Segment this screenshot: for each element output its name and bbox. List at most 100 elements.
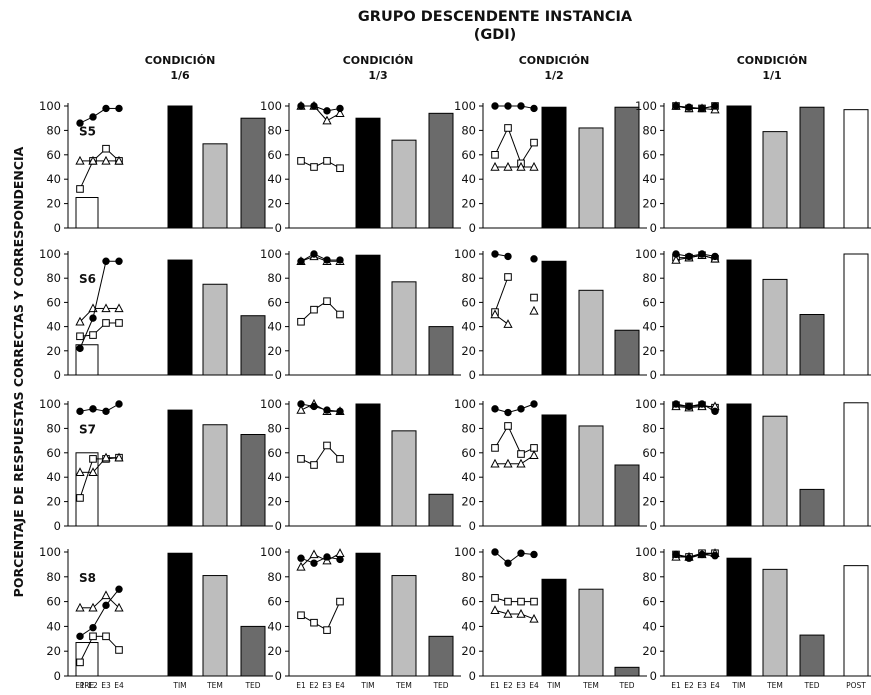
y-tick-label: 0 (275, 221, 282, 235)
square-marker (504, 273, 512, 281)
y-tick-label: 40 (642, 470, 657, 484)
x-tick-label: E1 (75, 681, 85, 690)
circle-marker (336, 407, 344, 416)
tim-bar (167, 409, 193, 527)
circle-marker (698, 250, 706, 258)
y-tick-label: 80 (461, 271, 476, 285)
x-tick-label: TIM (731, 681, 745, 690)
panel-s8-condition-3: 0 20 40 60 80 100 TIM TEM TED E1 E2 E3 E4 (454, 545, 647, 690)
ted-bar (799, 106, 825, 229)
post-bar (843, 565, 869, 677)
y-tick-label: 60 (46, 595, 61, 609)
triangle-marker (101, 155, 111, 165)
tem-bar (762, 415, 788, 527)
triangle-marker (114, 155, 124, 165)
circle-marker (530, 550, 538, 559)
y-tick-label: 20 (267, 197, 282, 211)
triangle-marker (309, 549, 319, 559)
square-marker (89, 455, 97, 463)
panel-s8-condition-1: 0 20 40 60 80 100 PRE TIM TEM TED E1 E2 E3 E4 S8 (39, 545, 273, 690)
y-tick-label: 20 (642, 644, 657, 658)
circle-marker (491, 405, 499, 413)
condition-header-label: CONDICIÓN (145, 54, 216, 67)
pre-bar (75, 344, 99, 376)
y-tick-label: 0 (469, 669, 476, 683)
panels: 0 20 40 60 80 100 S5 0 20 40 60 80 100 0 20 40 60 80 100 0 2… (39, 99, 871, 690)
circle-marker (89, 405, 97, 413)
square-marker (491, 444, 499, 452)
circle-marker (685, 402, 693, 411)
circle-marker (102, 257, 110, 265)
circle-marker (517, 549, 525, 557)
y-tick-label: 100 (260, 397, 282, 411)
y-tick-label: 0 (54, 221, 61, 235)
circle-marker (698, 104, 706, 113)
x-tick-label: E2 (503, 681, 513, 690)
square-marker (530, 597, 538, 606)
tem-bar (391, 575, 417, 677)
circle-marker (310, 559, 318, 567)
circle-marker (711, 252, 719, 261)
triangle-marker (296, 561, 306, 571)
triangle-marker (75, 155, 85, 165)
x-tick-label: E3 (101, 681, 111, 690)
circle-marker (297, 102, 305, 110)
triangle-marker (322, 115, 332, 125)
y-tick-label: 100 (260, 99, 282, 113)
condition-header-ratio: 1/3 (368, 69, 387, 82)
circle-marker (672, 102, 680, 110)
post-bar (843, 109, 869, 229)
pre-bar (75, 642, 99, 677)
circle-marker (323, 406, 331, 414)
circle-marker (115, 400, 123, 408)
y-tick-label: 100 (635, 99, 657, 113)
circle-marker (76, 632, 84, 641)
y-tick-label: 100 (39, 545, 61, 559)
triangle-marker (516, 458, 526, 468)
y-tick-label: 20 (642, 495, 657, 509)
y-tick-label: 0 (650, 669, 657, 683)
square-series-line (507, 425, 522, 455)
triangle-marker (335, 108, 345, 118)
y-tick-label: 80 (267, 123, 282, 137)
triangle-marker (75, 602, 85, 612)
circle-marker (323, 107, 331, 115)
x-tick-label: TED (432, 681, 448, 690)
tim-bar (541, 578, 567, 677)
y-tick-label: 0 (469, 221, 476, 235)
y-tick-label: 100 (635, 247, 657, 261)
pre-bar (75, 452, 99, 527)
tem-bar (762, 131, 788, 229)
triangle-marker (529, 161, 539, 171)
tim-bar (726, 403, 752, 527)
condition-header-ratio: 1/1 (762, 69, 781, 82)
y-tick-label: 60 (461, 595, 476, 609)
square-series-line (326, 601, 341, 631)
y-tick-label: 60 (461, 148, 476, 162)
y-tick-label: 100 (39, 247, 61, 261)
subject-label: S6 (79, 272, 96, 286)
circle-marker (115, 104, 123, 113)
x-tick-label: POST (846, 681, 866, 690)
tem-bar (202, 143, 228, 229)
triangle-marker (114, 452, 124, 462)
y-tick-label: 0 (650, 221, 657, 235)
triangle-marker (335, 548, 345, 557)
y-tick-label: 20 (46, 344, 61, 358)
square-marker (89, 632, 97, 641)
y-tick-label: 80 (461, 123, 476, 137)
x-tick-label: E2 (309, 681, 319, 690)
square-marker (76, 332, 84, 341)
square-marker (517, 450, 525, 458)
circle-marker (517, 102, 525, 110)
y-tick-label: 60 (267, 595, 282, 609)
subject-label: S8 (79, 571, 96, 585)
y-tick-label: 40 (267, 172, 282, 186)
square-marker (323, 441, 331, 450)
square-marker (115, 319, 123, 327)
x-tick-label: PRE (80, 681, 95, 690)
y-tick-label: 20 (267, 495, 282, 509)
y-tick-label: 0 (54, 519, 61, 533)
subject-label: S5 (79, 124, 96, 138)
circle-marker (685, 252, 693, 261)
